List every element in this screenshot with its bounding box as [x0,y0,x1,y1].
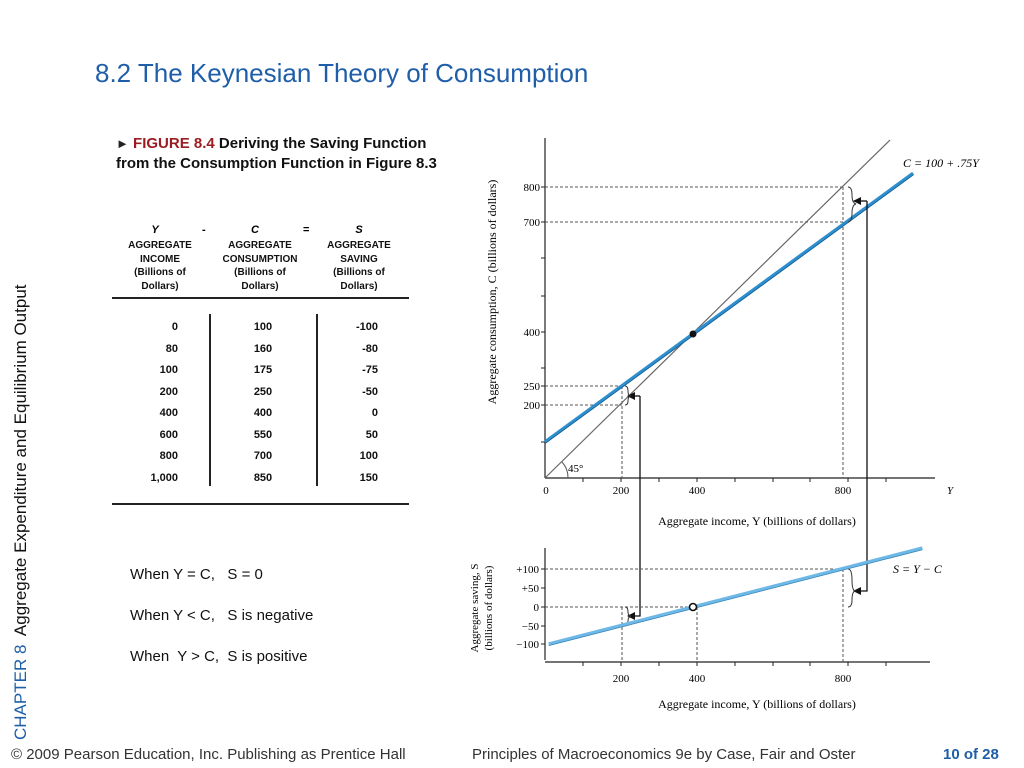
caption-arrow-icon: ► [116,136,129,151]
table-cell: 175 [253,364,273,376]
xtick-800: 800 [835,485,852,497]
bottom-x-axis-label: Aggregate income, Y (billions of dollars… [658,697,856,711]
table-cell: 250 [253,385,273,398]
s-ytick-minus100: −100 [516,639,539,651]
figure-title: Deriving the Saving Function from the Co… [116,135,437,172]
gap-bracket-lower [624,385,632,406]
bottom-y-ticks: +100 +50 0 −50 −100 [516,564,545,651]
header-income: AGGREGATE INCOME (Billions of Dollars) [128,240,192,292]
saving-function-line [548,546,923,646]
table-bottom-rule [112,503,409,505]
s-xtick-800: 800 [835,673,852,685]
xtick-400: 400 [689,485,706,497]
consumption-function-line [543,171,915,444]
footer-book-title: Principles of Macroeconomics 9e by Case,… [472,746,856,763]
consumption-line-label: C = 100 + .75Y [903,156,980,170]
footer-copyright: © 2009 Pearson Education, Inc. Publishin… [11,746,406,763]
s-xtick-400: 400 [689,673,706,685]
saving-line-edge [548,549,923,647]
xtick-200: 200 [613,485,630,497]
top-y-ticks: 800 700 400 250 200 [524,182,545,443]
table-cell: 700 [253,450,273,462]
table-cell: 100 [253,321,273,333]
header-saving: AGGREGATE SAVING (Billions of Dollars) [327,240,391,292]
table-cell: 100 [359,450,378,462]
table-cell: 0 [371,407,378,419]
ytick-200: 200 [524,400,541,412]
top-x-axis-label: Aggregate income, Y (billions of dollars… [658,514,856,528]
table-divider-1 [209,314,211,486]
table-cell: 80 [165,342,178,355]
x-axis-symbol: Y [947,485,955,497]
bottom-x-ticks: 200 400 800 [582,662,887,685]
xtick-0: 0 [543,485,549,497]
consumption-line-edge [544,174,914,444]
table-top-rule [112,297,409,299]
table-cell: -80 [362,342,378,355]
note-equal: When Y = C, S = 0 [130,566,263,583]
page-number: 10 of 28 [943,746,999,763]
note-negative: When Y < C, S is negative [130,607,314,624]
table-cell: 400 [253,407,273,419]
ytick-700: 700 [524,217,541,229]
s-ytick-plus50: +50 [522,583,540,595]
table-cell: 200 [159,385,178,398]
table-cell: 0 [171,321,178,333]
table-cell: 160 [253,342,273,355]
consumption-equilibrium-point [689,330,697,338]
table-cell: -50 [362,385,378,398]
symbol-y: Y [151,224,159,236]
table-cell: 550 [253,428,273,441]
saving-equilibrium-point [688,602,698,612]
slide-title: 8.2 The Keynesian Theory of Consumption [95,58,589,88]
header-consumption: AGGREGATE CONSUMPTION (Billions of Dollars) [222,240,298,292]
table-cell: 850 [253,471,273,484]
gap-bracket-upper [847,186,857,223]
table-cell: 100 [159,364,178,376]
top-y-axis-label: Aggregate consumption, C (billions of do… [485,180,499,405]
saving-bracket-positive [847,568,857,608]
s-ytick-0: 0 [534,602,540,614]
45-degree-line [544,139,891,479]
top-dashed-guides [545,186,844,478]
table-cell: 150 [359,471,378,484]
45-degree-label: 45° [568,463,583,475]
bottom-y-axis-label-2: (billions of dollars) [483,565,495,650]
table-cell: 50 [365,428,378,441]
table-cell: 1,000 [150,471,178,484]
ytick-400: 400 [524,327,541,339]
table-cell: -100 [355,321,378,333]
s-ytick-plus100: +100 [516,564,539,576]
figure-caption: ► FIGURE 8.4 Deriving the Saving Functio… [116,134,461,174]
symbol-s: S [355,224,363,236]
gap-connector-right [853,197,868,595]
figure-number: FIGURE 8.4 [133,135,215,152]
table-divider-2 [316,314,318,486]
table-cell: 600 [159,428,178,441]
s-ytick-minus50: −50 [522,621,540,633]
table-cell: 800 [159,450,178,462]
equals-operator: = [303,224,310,236]
saving-line-label: S = Y − C [893,562,943,576]
note-positive: When Y > C, S is positive [130,648,308,665]
minus-operator: - [202,224,206,236]
top-x-ticks: 0 200 400 800 Y [543,478,955,497]
symbol-c: C [251,224,259,236]
ytick-250: 250 [524,381,541,393]
ytick-800: 800 [524,182,541,194]
bottom-dashed-guides [545,568,844,662]
bottom-y-axis-label-1: Aggregate saving, S [469,564,481,653]
s-xtick-200: 200 [613,673,630,685]
gap-connector-left [627,392,641,620]
table-cell: 400 [159,407,178,419]
table-cell: -75 [362,364,378,376]
45-degree-arc [561,461,569,479]
